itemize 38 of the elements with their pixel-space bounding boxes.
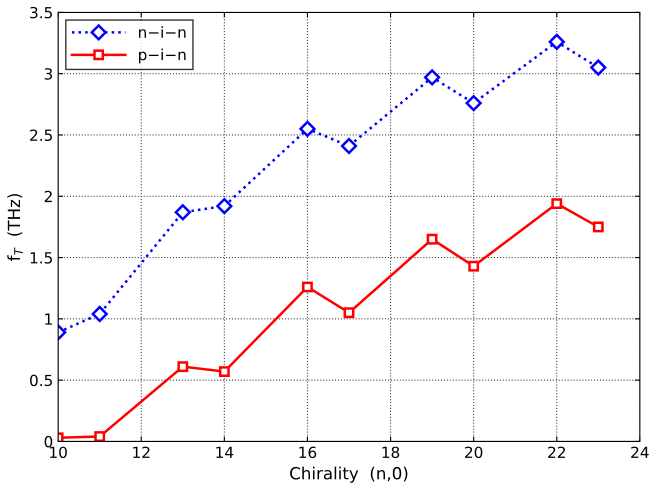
y-tick-label: 1.5 (30, 252, 52, 264)
point (344, 307, 354, 318)
x-tick-label: 22 (548, 446, 565, 458)
point (426, 234, 438, 245)
point (94, 431, 106, 442)
x-tick-label: 10 (50, 446, 67, 458)
y-axis-title: f$_{T}$ (THz) (7, 194, 23, 261)
point (177, 361, 188, 372)
point (216, 198, 232, 214)
point (590, 59, 606, 76)
x-tick-label: 16 (299, 446, 316, 458)
point (551, 198, 562, 210)
point (548, 34, 565, 50)
x-tick-label: 24 (631, 446, 649, 458)
y-tick-label: 1 (45, 314, 52, 325)
point (466, 94, 482, 112)
x-axis-title: Chirality (n,0) (290, 466, 408, 483)
y-tick-label: 2.5 (30, 129, 52, 142)
x-tick-label: 12 (133, 446, 150, 458)
point (592, 222, 604, 232)
y-tick-label: 2 (44, 190, 52, 202)
point (302, 282, 313, 292)
point (92, 306, 108, 322)
x-tick-label: 14 (216, 446, 234, 458)
y-tick-label: 0 (44, 436, 52, 448)
point (424, 69, 440, 86)
point (174, 204, 191, 220)
x-tick-label: 18 (382, 446, 400, 458)
y-tick-label: 3 (44, 68, 52, 80)
y-tick-label: 3.5 (30, 6, 52, 18)
legend-label: p−i−n (139, 48, 186, 64)
legend-label: n−i−n (139, 26, 186, 38)
y-tick-label: 0.5 (30, 374, 52, 386)
x-tick-label: 20 (465, 446, 482, 458)
point (299, 120, 316, 137)
point (218, 366, 230, 377)
point (468, 260, 480, 272)
point (340, 138, 358, 154)
